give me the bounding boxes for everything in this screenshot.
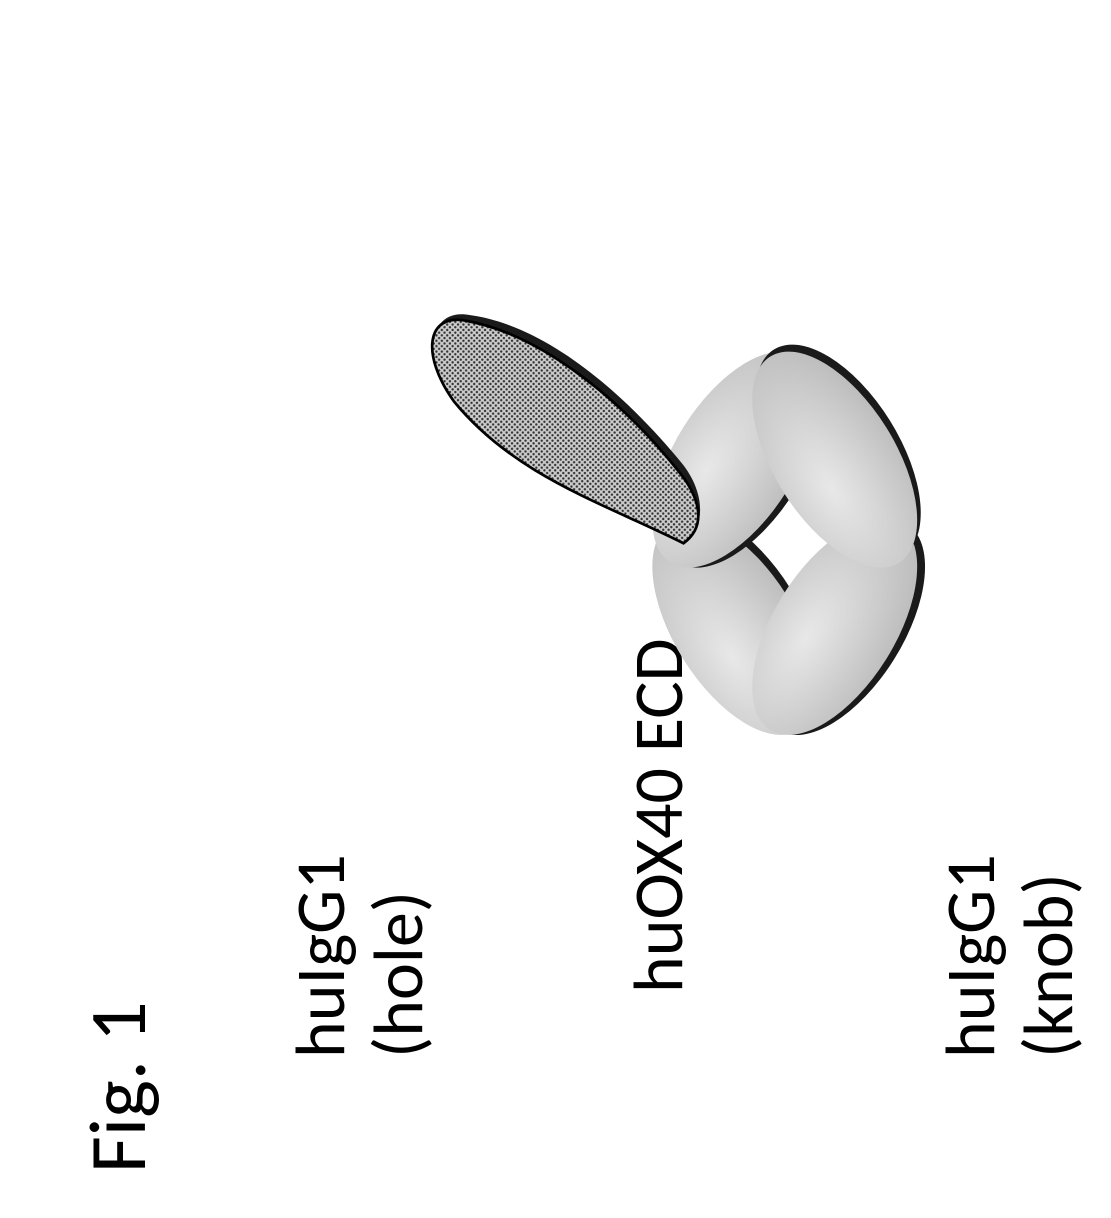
figure-1-stage: Fig. 1 huOX40 ECD huIgG1 (hole) huIgG1 (… [0,0,1111,1218]
label-hole-line2: (hole) [360,891,437,1058]
protein-diagram [360,280,980,820]
label-knob-line2: (knob) [1010,873,1087,1058]
label-knob-line1: huIgG1 [932,854,1009,1058]
figure-title: Fig. 1 [75,1001,163,1173]
label-hole-line1: huIgG1 [282,854,359,1058]
